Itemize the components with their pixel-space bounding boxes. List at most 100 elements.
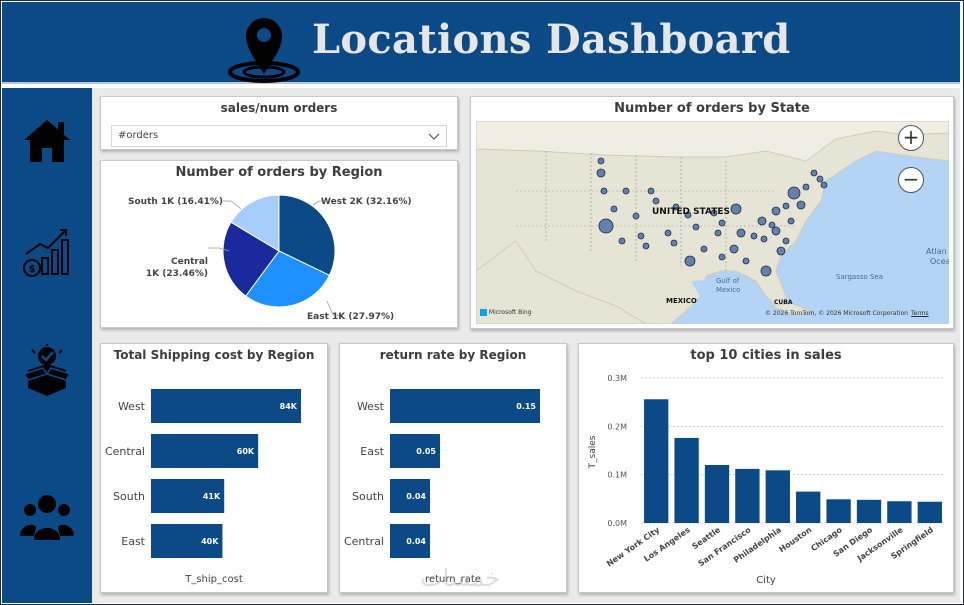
state-bubble[interactable] [700,245,708,253]
pie-label-south: South 1K (16.41%) [128,197,223,207]
return-bar-east[interactable] [390,434,440,468]
map-title: Number of orders by State [614,101,810,116]
state-bubble[interactable] [768,221,776,229]
return-bar-south[interactable] [390,479,430,513]
ship-category-label: Central [105,445,145,458]
return-category-label: Central [344,535,384,548]
state-bubble[interactable] [672,203,680,211]
cities-bar[interactable] [887,501,912,523]
state-bubble[interactable] [718,253,726,261]
slicer-card: sales/num orders #orders [100,96,458,150]
state-bubble[interactable] [760,235,768,243]
state-bubble[interactable] [776,246,786,256]
state-bubble[interactable] [757,216,767,226]
state-bubble[interactable] [802,183,810,191]
pie-label-west: West 2K (32.16%) [321,197,412,207]
cities-bar[interactable] [826,499,851,523]
state-bubble[interactable] [597,157,605,165]
state-bubble[interactable] [796,200,806,210]
state-bubble[interactable] [742,257,750,265]
slicer-value: #orders [118,130,159,141]
pie-card: Number of orders by Region West 2K (32.1… [100,160,458,328]
pie-slice-east[interactable] [245,250,331,308]
dashboard-title: Locations Dashboard [312,16,791,63]
ship-bar-south[interactable] [151,479,225,513]
state-bubble[interactable] [714,229,722,237]
state-bubble[interactable] [642,242,650,250]
state-bubble[interactable] [787,186,801,200]
map-view[interactable]: UNITED STATES MEXICO CUBA Gulf of Mexico… [476,121,949,324]
state-bubble[interactable] [684,211,692,219]
state-bubble[interactable] [760,265,772,277]
state-bubble[interactable] [647,187,655,195]
state-bubble[interactable] [664,229,672,237]
state-bubble[interactable] [729,244,739,254]
cities-bar[interactable] [704,465,730,523]
cities-bar[interactable] [674,437,699,523]
state-bubble[interactable] [596,168,606,178]
state-bubble[interactable] [782,202,790,210]
pie-label-central-line1: Central [171,257,208,267]
cities-bar[interactable] [917,501,942,523]
state-bubble[interactable] [684,255,696,267]
map-terms-link[interactable]: Terms [911,310,929,317]
return-bar-central[interactable] [390,524,430,558]
map-attribution: Microsoft Bing [480,309,532,316]
state-bubble[interactable] [771,226,781,236]
ship-title: Total Shipping cost by Region [113,348,315,362]
home-icon[interactable] [20,114,74,168]
slicer-title: sales/num orders [220,101,338,115]
state-bubble[interactable] [637,232,645,240]
state-bubble[interactable] [632,212,640,220]
state-bubble[interactable] [787,217,795,225]
state-bubble[interactable] [736,228,746,238]
cities-bar[interactable] [765,470,790,523]
return-bar-west[interactable] [390,389,540,423]
delivery-box-icon[interactable] [20,344,74,398]
state-bubble[interactable] [652,197,660,205]
state-bubble[interactable] [598,218,614,234]
state-bubble[interactable] [670,239,678,247]
map-label-us: UNITED STATES [652,207,731,217]
ship-bar-west[interactable] [151,389,301,423]
state-bubble[interactable] [618,237,626,245]
state-bubbles [596,157,828,277]
map-copyright: © 2026 TomTom, © 2026 Microsoft Corporat… [765,310,908,317]
state-bubble[interactable] [820,181,828,189]
state-bubble[interactable] [816,175,824,183]
cities-bar[interactable] [796,491,821,523]
ship-value-label: 41K [203,492,221,501]
map-svg [476,121,949,324]
state-bubble[interactable] [622,187,630,195]
state-bubble[interactable] [810,169,818,177]
ship-bar-central[interactable] [151,434,259,468]
cities-title: top 10 cities in sales [690,348,842,363]
watermark: خمسات [420,564,501,592]
zoom-out-button[interactable]: − [898,167,924,193]
state-bubble[interactable] [710,209,718,217]
pie-slice-central[interactable] [222,221,280,297]
state-bubble[interactable] [692,223,700,231]
state-bubble[interactable] [600,187,608,195]
state-bubble[interactable] [782,237,790,245]
state-bubble[interactable] [771,206,781,216]
cities-bar[interactable] [856,499,882,523]
state-bubble[interactable] [718,219,726,227]
state-bubble[interactable] [610,205,618,213]
return-bar-chart: West 0.15 East 0.05 South 0.04 Central 0.04 [344,389,540,558]
zoom-in-button[interactable]: + [898,125,924,151]
cities-bar[interactable] [644,399,669,523]
sales-growth-icon[interactable]: $ [20,224,74,278]
ship-value-label: 84K [280,402,298,411]
return-title: return rate by Region [379,348,527,362]
pie-slice-west[interactable] [278,194,336,277]
state-bubble[interactable] [730,203,742,215]
slicer-dropdown[interactable]: #orders [111,125,447,147]
cities-bar[interactable] [735,468,760,523]
ship-bar-east[interactable] [151,524,223,558]
users-icon[interactable] [20,490,74,544]
sidebar: $ [2,88,92,603]
state-bubble[interactable] [750,232,758,240]
pie-slice-south[interactable] [230,194,280,252]
